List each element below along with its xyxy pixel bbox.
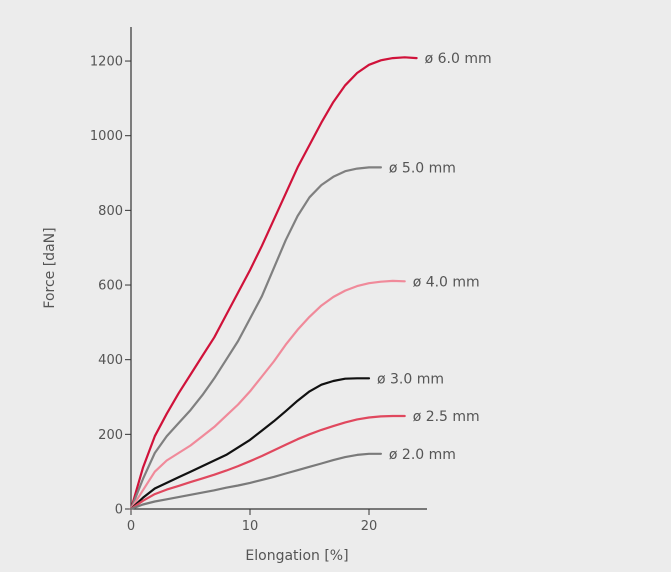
series-line [129, 414, 406, 511]
series-labels: ø 6.0 mm ø 5.0 mm ø 4.0 mm ø 3.0 mm ø 2.5 mm… [377, 51, 492, 463]
y-tick-label: 0 [115, 503, 123, 518]
x-tick-label: 0 [127, 519, 135, 534]
y-axis-ticks: 0 200 400 600 800 1000 1200 [90, 55, 131, 518]
x-tick-label: 20 [361, 519, 378, 534]
series-label: ø 2.0 mm [389, 447, 456, 463]
y-tick-label: 1000 [90, 129, 123, 144]
y-tick-label: 400 [98, 353, 123, 368]
series-label: ø 3.0 mm [377, 371, 444, 387]
series-line [129, 377, 371, 511]
series-line [129, 279, 406, 511]
y-tick-label: 600 [98, 279, 123, 294]
y-axis-title: Force [daN] [42, 227, 58, 308]
y-tick-label: 1200 [90, 55, 123, 70]
series-label: ø 4.0 mm [413, 274, 480, 290]
x-tick-label: 10 [242, 519, 259, 534]
y-tick-label: 800 [98, 204, 123, 219]
series-label: ø 6.0 mm [425, 51, 492, 67]
x-axis-ticks: 0 10 20 [127, 509, 377, 534]
series-label: ø 2.5 mm [413, 409, 480, 425]
y-tick-label: 200 [98, 428, 123, 443]
series-line [129, 452, 382, 511]
x-axis-title: Elongation [%] [245, 548, 348, 564]
series-line [129, 166, 382, 511]
series-lines [129, 56, 418, 511]
series-line [129, 56, 418, 511]
series-label: ø 5.0 mm [389, 160, 456, 176]
